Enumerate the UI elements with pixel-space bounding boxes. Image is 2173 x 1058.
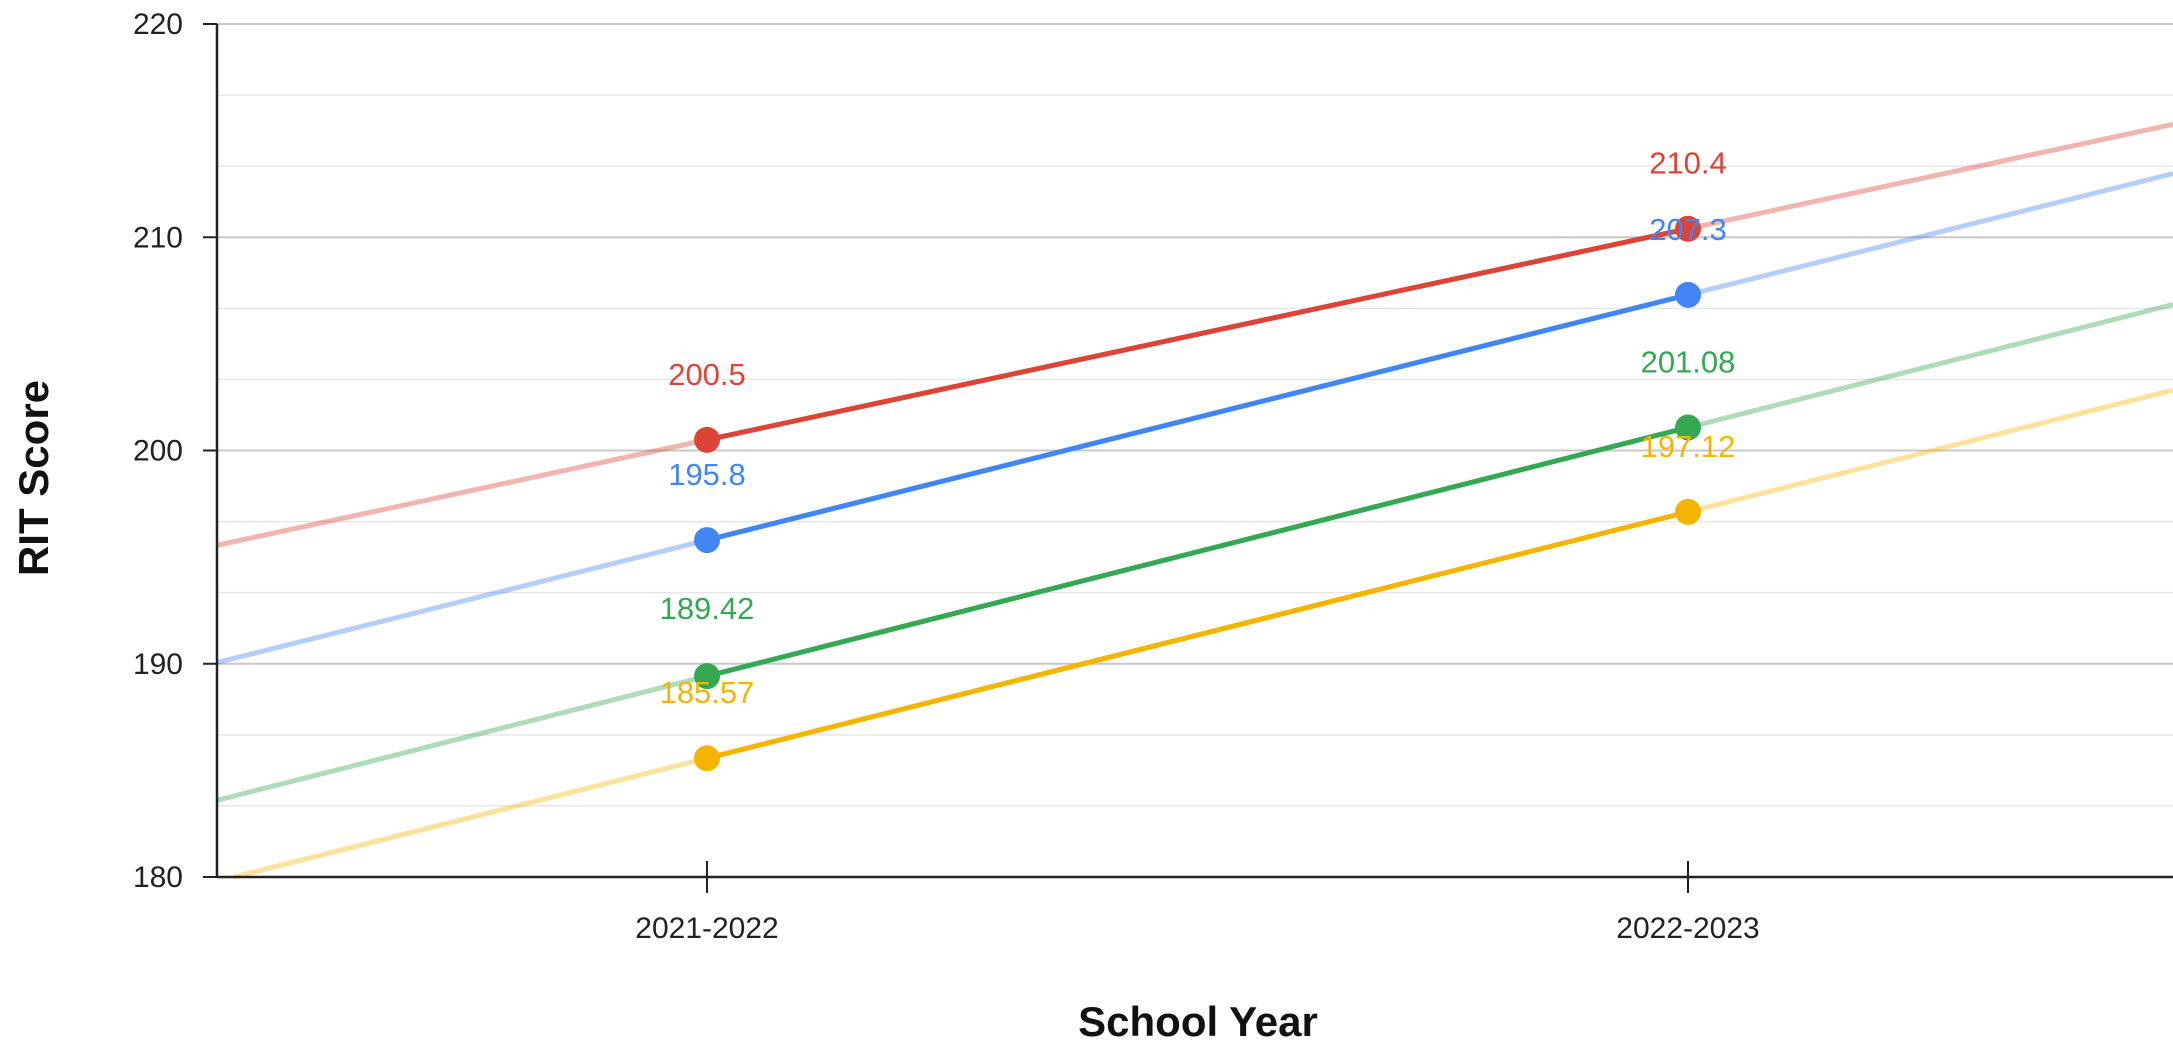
- data-point: [694, 745, 720, 772]
- data-label: 185.57: [660, 675, 755, 710]
- data-point: [694, 663, 720, 690]
- y-tick-label: 220: [133, 8, 183, 41]
- data-label: 201.08: [1641, 344, 1736, 379]
- data-point: [1675, 215, 1701, 242]
- series-line: [704, 509, 1691, 761]
- y-axis-title: RIT Score: [10, 380, 57, 576]
- data-point: [1675, 498, 1701, 525]
- data-point: [1675, 281, 1701, 308]
- data-labels: 200.5 210.4 195.8 207.3 189.42 201.08 185.57 19…: [660, 146, 1736, 710]
- series-lines: [704, 226, 1691, 761]
- data-label: 207.3: [1649, 212, 1727, 247]
- data-label: 200.5: [668, 357, 746, 392]
- data-label: 189.42: [660, 591, 755, 626]
- data-point: [694, 527, 720, 554]
- data-label: 210.4: [1649, 146, 1727, 181]
- x-tick-label: 2022-2023: [1616, 912, 1759, 945]
- data-points: [694, 215, 1701, 772]
- y-tick-label: 190: [133, 648, 183, 681]
- x-axis-title: School Year: [1078, 998, 1318, 1045]
- y-tick-label: 210: [133, 221, 183, 254]
- series-line: [704, 292, 1691, 543]
- y-tick-label: 180: [133, 861, 183, 894]
- data-point: [1675, 414, 1701, 441]
- x-tick-label: 2021-2022: [635, 912, 778, 945]
- gridlines: [217, 23, 2173, 807]
- axes: 180 190 200 210 220 2021-2022 2022-2023: [133, 8, 2173, 945]
- y-tick-label: 200: [133, 435, 183, 468]
- data-label: 197.12: [1641, 429, 1736, 464]
- series-line: [704, 226, 1691, 443]
- series-line: [704, 424, 1691, 679]
- data-label: 195.8: [668, 457, 746, 492]
- data-point: [694, 426, 720, 453]
